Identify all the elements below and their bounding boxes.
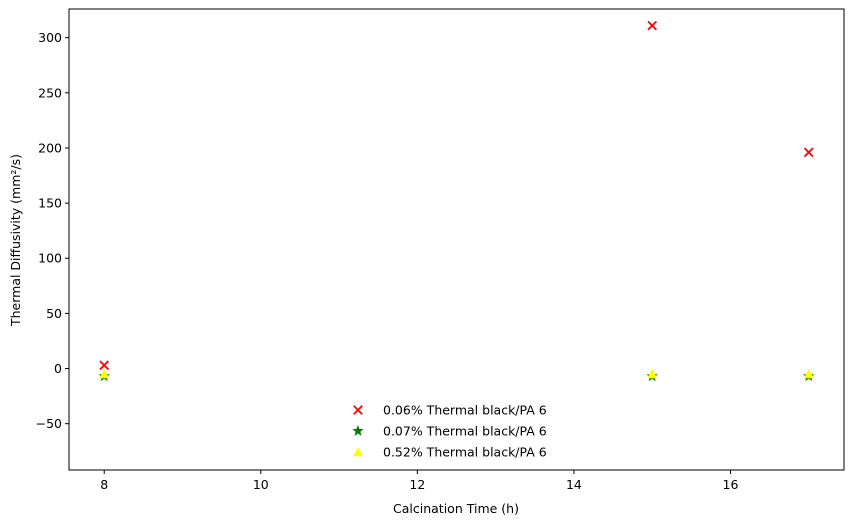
y-tick-label: 50 [46,306,62,321]
y-tick-label: 250 [38,85,62,100]
x-tick-label: 16 [723,477,739,492]
y-axis-label: Thermal Diffusivity (mm²/s) [8,154,23,327]
y-tick-label: 300 [38,30,62,45]
data-point [803,147,814,158]
y-tick-label: 100 [38,251,62,266]
legend: 0.06% Thermal black/PA 6 0.07% Thermal bl… [352,403,547,460]
x-axis-label: Calcination Time (h) [393,501,519,516]
y-tick-label: 200 [38,140,62,155]
y-axis: −50 0 50 100 150 200 250 300 [36,30,69,431]
data-point [99,369,110,379]
y-tick-label: 0 [54,361,62,376]
x-tick-label: 12 [409,477,425,492]
y-tick-label: −50 [36,416,62,431]
data-point [99,360,110,371]
legend-marker [353,405,363,415]
x-tick-label: 14 [566,477,582,492]
legend-marker [352,425,364,436]
y-tick-label: 150 [38,196,62,211]
data-point [647,369,658,379]
data-markers [98,20,815,382]
legend-label: 0.07% Thermal black/PA 6 [383,424,547,439]
data-point [647,20,658,31]
legend-label: 0.52% Thermal black/PA 6 [383,445,547,460]
x-axis: 8 10 12 14 16 [100,470,738,492]
plot-area [68,8,845,471]
x-tick-label: 10 [253,477,269,492]
x-tick-label: 8 [100,477,108,492]
legend-label: 0.06% Thermal black/PA 6 [383,403,547,418]
legend-marker [353,447,363,457]
data-point [803,369,814,379]
